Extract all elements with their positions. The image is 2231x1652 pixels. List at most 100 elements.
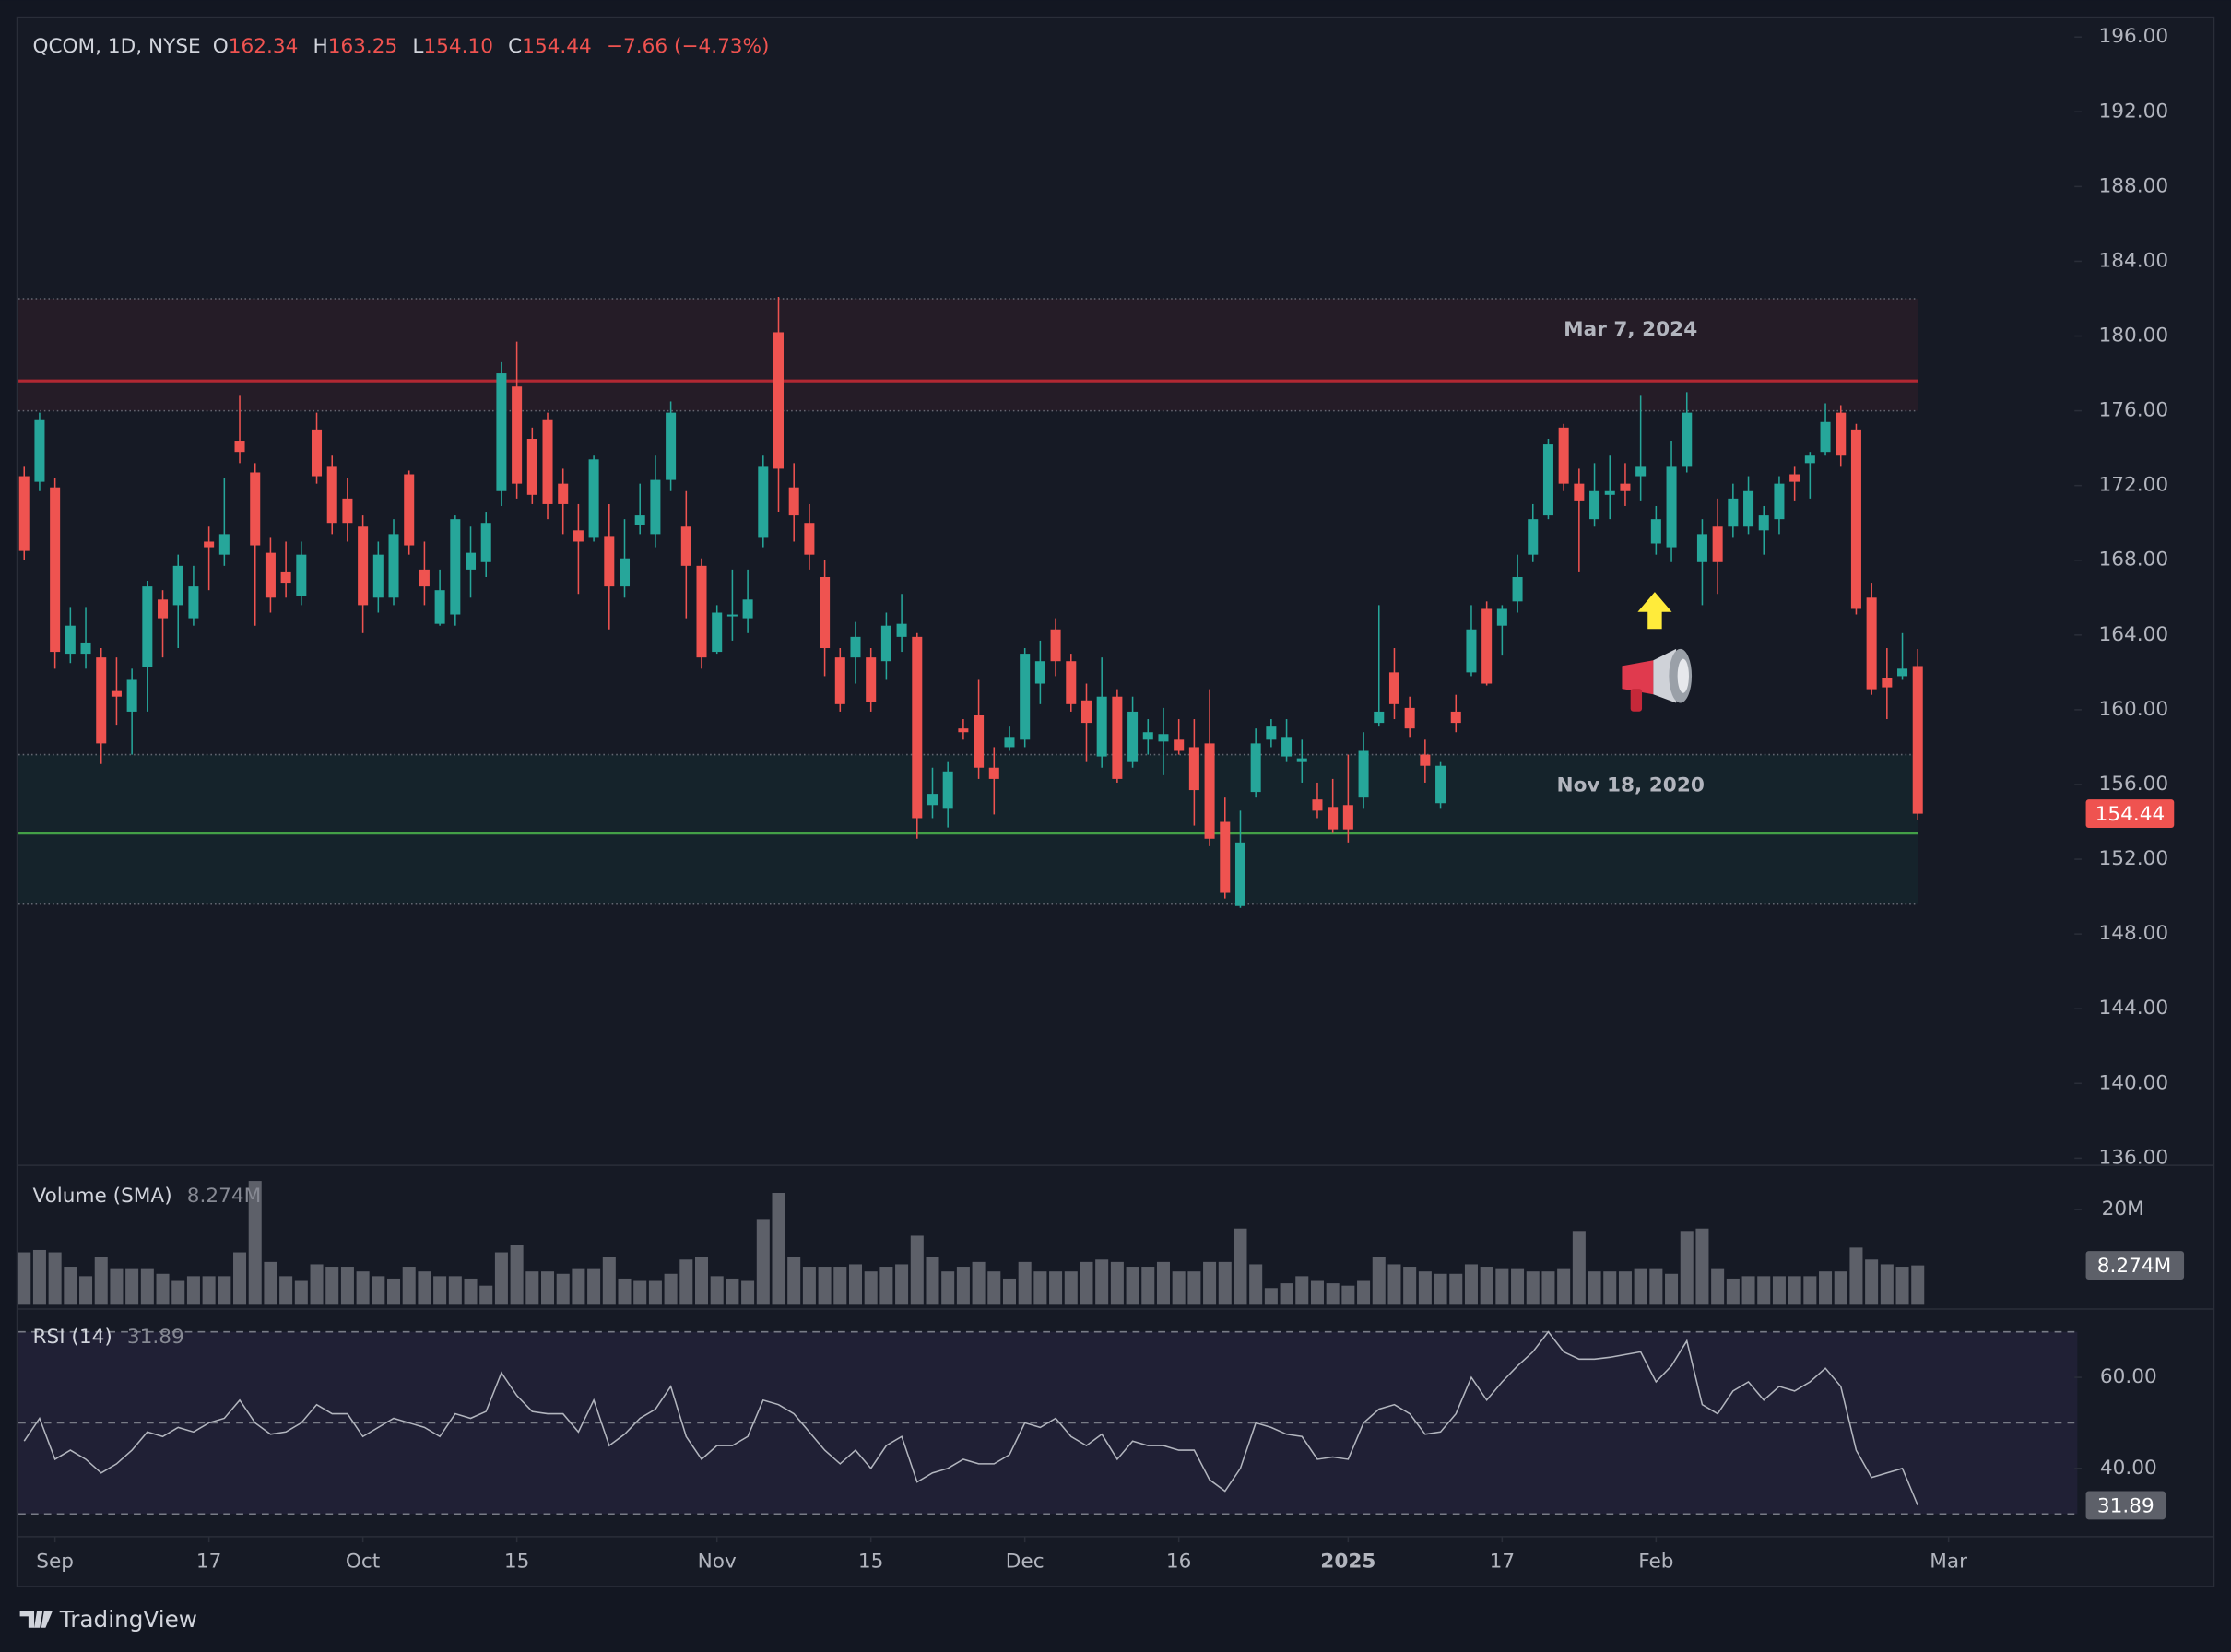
volume-bar <box>1711 1268 1725 1305</box>
volume-bar <box>787 1257 801 1305</box>
candle-body <box>573 530 584 542</box>
candle-body <box>50 487 61 653</box>
volume-bar <box>1865 1259 1879 1305</box>
volume-bar <box>248 1181 262 1305</box>
volume-bar <box>356 1271 370 1305</box>
candle-body <box>188 586 199 619</box>
rsi-value: 31.89 <box>127 1326 184 1349</box>
change: −7.66 (−4.73%) <box>607 35 770 58</box>
candle-body <box>1897 668 1908 677</box>
candle-body <box>111 690 122 697</box>
y-tick-label: 188.00 <box>2099 174 2169 197</box>
candle-body <box>1050 629 1061 662</box>
candle-body <box>1080 700 1092 724</box>
volume-bar <box>694 1257 709 1305</box>
volume-bar <box>1541 1271 1555 1305</box>
ohlc-key: H <box>313 35 327 58</box>
volume-bar <box>1295 1276 1309 1305</box>
candle-body <box>65 625 76 655</box>
volume-bar <box>772 1192 785 1305</box>
ohlc-value: 154.10 <box>423 35 493 58</box>
candle-body <box>712 612 723 653</box>
volume-bar <box>664 1273 678 1305</box>
volume-bar <box>1234 1228 1247 1305</box>
volume-bar <box>1126 1267 1139 1305</box>
candle-body <box>1682 412 1693 467</box>
volume-bar <box>402 1267 416 1305</box>
volume-bar <box>125 1268 139 1305</box>
candle-body <box>804 523 815 555</box>
candle-body <box>1034 661 1045 684</box>
candle-body <box>250 472 261 546</box>
y-tick-label: 148.00 <box>2099 922 2169 945</box>
volume-title: Volume (SMA) <box>32 1185 171 1208</box>
volume-bar <box>1310 1280 1324 1305</box>
candle-body <box>666 412 677 480</box>
volume-bar <box>1449 1273 1463 1305</box>
candle-body <box>558 483 569 504</box>
candle-body <box>1866 597 1877 690</box>
candle-body <box>1820 421 1831 453</box>
volume-tick-label: 20M <box>2102 1198 2144 1221</box>
candle-body <box>1542 444 1553 516</box>
candle-body <box>1266 726 1277 740</box>
volume-bar <box>1495 1268 1509 1305</box>
volume-bar <box>587 1268 601 1305</box>
volume-bar <box>895 1264 909 1305</box>
megaphone-icon <box>1622 648 1693 712</box>
y-tick-label: 180.00 <box>2099 324 2169 348</box>
volume-bar <box>1249 1264 1263 1305</box>
candle-body <box>619 558 631 587</box>
volume-bar <box>387 1278 401 1305</box>
candle-body <box>1174 739 1185 751</box>
volume-bar <box>741 1280 755 1305</box>
y-tick-label: 136.00 <box>2099 1146 2169 1169</box>
candle-body <box>1250 743 1261 793</box>
volume-bar <box>48 1252 62 1305</box>
volume-bar <box>1264 1288 1278 1305</box>
candle-body <box>696 565 707 658</box>
volume-bar <box>1403 1267 1417 1305</box>
volume-bar <box>525 1271 539 1305</box>
volume-bar <box>910 1235 924 1305</box>
candle-body <box>588 459 599 538</box>
x-tick-label: 16 <box>1166 1551 1191 1574</box>
candle-body <box>1374 711 1385 724</box>
y-tick-label: 156.00 <box>2099 773 2169 796</box>
volume-bar <box>833 1267 847 1305</box>
volume-bar <box>94 1257 108 1305</box>
volume-bar <box>372 1276 385 1305</box>
candle-body <box>680 526 691 566</box>
volume-bar <box>1434 1273 1447 1305</box>
x-tick-label: 17 <box>1490 1551 1515 1574</box>
candle-body <box>1589 490 1600 520</box>
candle-body <box>1204 743 1215 839</box>
candle-body <box>1481 608 1493 684</box>
volume-bar <box>1788 1276 1801 1305</box>
volume-bar <box>1280 1283 1293 1305</box>
volume-bar <box>1110 1261 1124 1305</box>
candle-body <box>312 429 323 477</box>
volume-badge-label: 8.274M <box>2097 1255 2171 1278</box>
volume-bar <box>1357 1280 1371 1305</box>
y-tick-label: 160.00 <box>2099 698 2169 721</box>
candle-body <box>1912 666 1923 814</box>
candle-body <box>1620 483 1631 491</box>
volume-bar <box>233 1252 247 1305</box>
candle-body <box>388 534 399 598</box>
volume-bar <box>602 1257 616 1305</box>
candle-body <box>1020 654 1031 740</box>
candle-body <box>126 679 137 712</box>
candle-body <box>1882 678 1893 688</box>
ohlc-value: 162.34 <box>229 35 299 58</box>
volume-bar <box>941 1271 955 1305</box>
volume-bar <box>1803 1276 1817 1305</box>
volume-bar <box>1757 1276 1771 1305</box>
ohlc-key: L <box>412 35 423 58</box>
candle-body <box>1420 754 1431 766</box>
volume-bar <box>556 1273 570 1305</box>
volume-bar <box>710 1276 724 1305</box>
volume-bar <box>1557 1268 1571 1305</box>
volume-bar <box>18 1252 31 1305</box>
x-tick-label: 15 <box>858 1551 883 1574</box>
